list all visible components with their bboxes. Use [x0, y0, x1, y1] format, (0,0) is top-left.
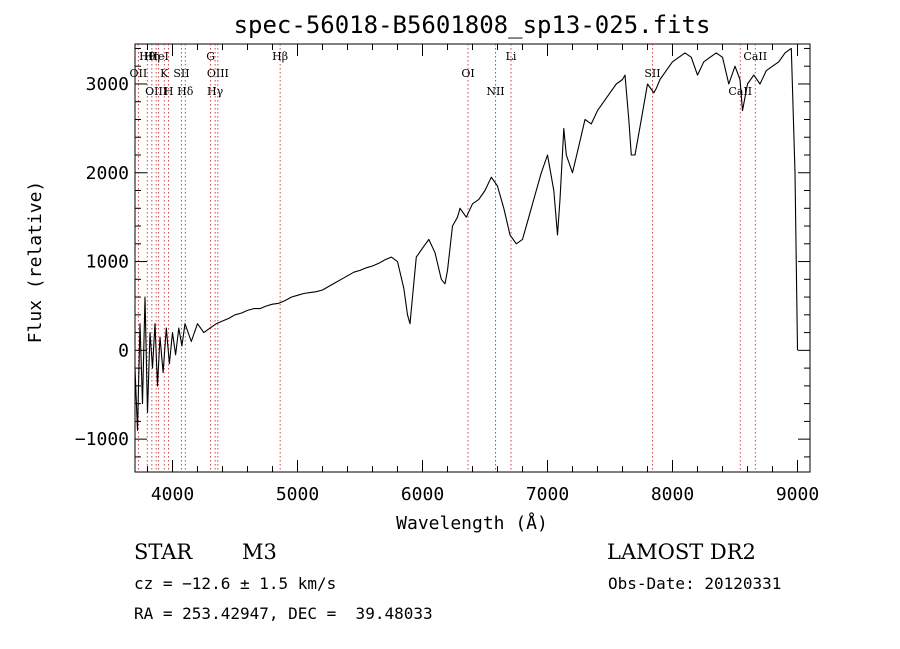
observation-date: Obs-Date: 20120331 — [608, 574, 782, 593]
feature-label: Li — [506, 50, 517, 63]
y-tick-label: 2000 — [86, 163, 129, 184]
x-tick-label: 5000 — [276, 484, 319, 505]
feature-label: OIII — [145, 85, 167, 98]
x-tick-label: 8000 — [651, 484, 694, 505]
x-axis-label: Wavelength (Å) — [396, 512, 548, 534]
feature-label: SII — [173, 67, 189, 80]
redshift-velocity: cz = −12.6 ± 1.5 km/s — [134, 574, 337, 593]
x-tick-label: 6000 — [401, 484, 444, 505]
feature-label: Hδ — [177, 85, 194, 98]
feature-label: SII — [644, 67, 660, 80]
feature-label: Hβ — [272, 50, 288, 63]
y-tick-label: 3000 — [86, 74, 129, 95]
feature-label: HeI — [148, 50, 168, 63]
feature-label: Hθ — [139, 50, 156, 63]
feature-label: OI — [461, 67, 474, 80]
object-subclass: M3 — [242, 540, 277, 564]
y-tick-label: −1000 — [75, 429, 129, 450]
feature-label: G — [206, 50, 215, 63]
feature-label: CaII — [728, 85, 752, 98]
x-tick-label: 7000 — [526, 484, 569, 505]
x-tick-label: 9000 — [776, 484, 819, 505]
feature-label: OIII — [207, 67, 229, 80]
y-tick-label: 1000 — [86, 252, 129, 273]
coordinates: RA = 253.42947, DEC = 39.48033 — [134, 604, 433, 623]
survey-name: LAMOST DR2 — [607, 540, 756, 564]
feature-label: K — [160, 67, 169, 80]
feature-label: Hη — [144, 50, 160, 63]
feature-label: CaII — [743, 50, 767, 63]
feature-label: H — [164, 85, 174, 98]
chart-title: spec-56018-B5601808_sp13-025.fits — [234, 11, 711, 39]
x-tick-label: 4000 — [151, 484, 194, 505]
plot-frame — [134, 43, 811, 473]
spectrum-line — [134, 47, 799, 431]
object-class: STAR — [134, 540, 193, 564]
feature-label: NII — [486, 85, 504, 98]
y-tick-label: 0 — [118, 340, 129, 361]
feature-label: Hγ — [207, 85, 224, 98]
feature-label: OII — [130, 67, 148, 80]
y-axis-label: Flux (relative) — [25, 181, 46, 344]
